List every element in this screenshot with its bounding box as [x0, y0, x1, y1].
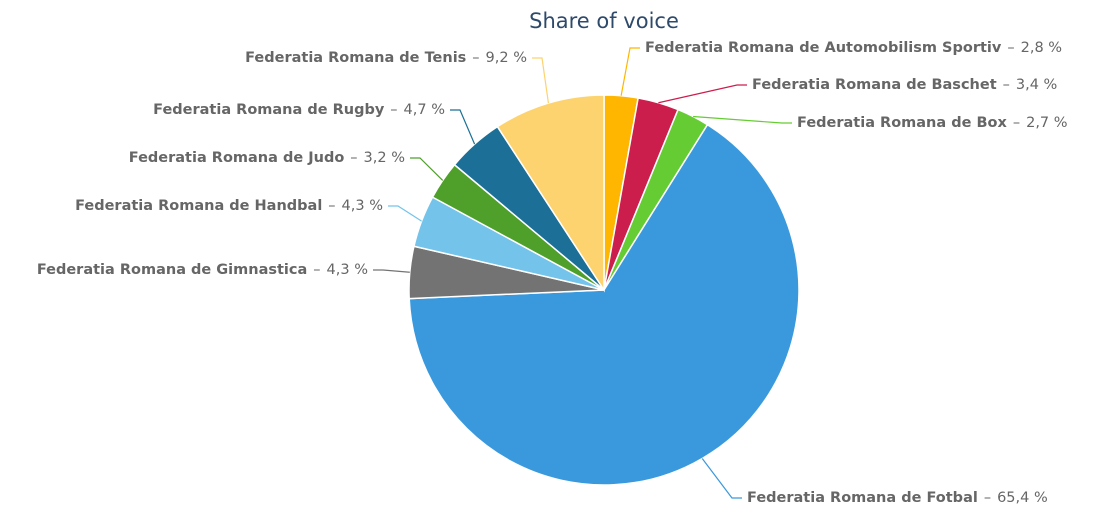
label-value: 3,4 %	[1016, 77, 1057, 93]
data-label: Federatia Romana de Fotbal –65,4 %	[747, 490, 1048, 506]
label-name: Federatia Romana de Gimnastica	[37, 262, 307, 278]
connector	[410, 157, 444, 181]
connector	[373, 269, 410, 273]
data-label: Federatia Romana de Judo –3,2 %	[129, 150, 405, 166]
label-name: Federatia Romana de Handbal	[75, 198, 322, 214]
connector	[532, 57, 550, 104]
label-name: Federatia Romana de Rugby	[153, 102, 385, 118]
chart-title: Share of voice	[529, 9, 679, 33]
connector	[701, 458, 742, 499]
label-separator: –	[350, 150, 357, 166]
connector	[450, 109, 476, 145]
data-label: Federatia Romana de Tenis –9,2 %	[245, 50, 527, 66]
label-separator: –	[390, 102, 397, 118]
label-separator: –	[472, 50, 479, 66]
label-name: Federatia Romana de Baschet	[752, 77, 997, 93]
data-label: Federatia Romana de Box –2,7 %	[797, 115, 1068, 131]
data-label: Federatia Romana de Automobilism Sportiv…	[645, 40, 1062, 56]
label-name: Federatia Romana de Tenis	[245, 50, 466, 66]
connector	[658, 84, 747, 104]
label-separator: –	[1003, 77, 1010, 93]
label-name: Federatia Romana de Judo	[129, 150, 345, 166]
label-separator: –	[313, 262, 320, 278]
label-value: 4,3 %	[342, 198, 383, 214]
data-label: Federatia Romana de Gimnastica –4,3 %	[37, 262, 368, 278]
label-value: 4,7 %	[404, 102, 445, 118]
label-value: 2,8 %	[1021, 40, 1062, 56]
connector	[620, 47, 640, 96]
connector	[693, 115, 792, 124]
label-name: Federatia Romana de Box	[797, 115, 1007, 131]
pie-slice	[408, 123, 800, 486]
label-separator: –	[1007, 40, 1014, 56]
label-value: 2,7 %	[1026, 115, 1067, 131]
label-value: 3,2 %	[364, 150, 405, 166]
label-separator: –	[328, 198, 335, 214]
connector	[388, 205, 422, 222]
label-separator: –	[984, 490, 991, 506]
label-value: 65,4 %	[997, 490, 1048, 506]
label-name: Federatia Romana de Fotbal	[747, 490, 978, 506]
label-value: 9,2 %	[486, 50, 527, 66]
data-label: Federatia Romana de Rugby –4,7 %	[153, 102, 445, 118]
label-name: Federatia Romana de Automobilism Sportiv	[645, 40, 1002, 56]
label-value: 4,3 %	[327, 262, 368, 278]
data-label: Federatia Romana de Baschet –3,4 %	[752, 77, 1057, 93]
data-label: Federatia Romana de Handbal –4,3 %	[75, 198, 383, 214]
label-separator: –	[1013, 115, 1020, 131]
